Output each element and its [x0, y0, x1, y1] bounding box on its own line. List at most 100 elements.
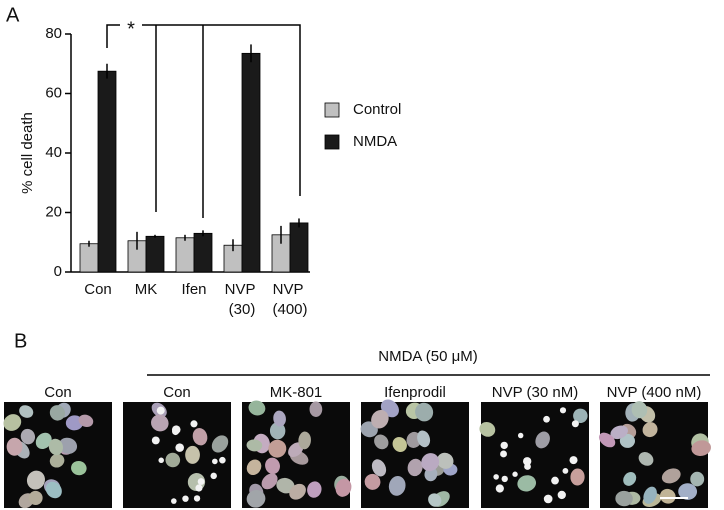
nucleus: [289, 483, 306, 500]
nucleus: [288, 442, 304, 457]
nucleus: [6, 437, 23, 456]
nucleus: [28, 490, 43, 505]
bracket-lines: [106, 24, 301, 218]
y-tick-label: 80: [45, 25, 62, 42]
panel-label: A: [6, 4, 20, 26]
nucleus: [371, 459, 387, 477]
nucleus: [642, 422, 658, 438]
nucleus: [623, 472, 637, 486]
micrograph: [598, 401, 711, 508]
nucleus: [517, 475, 537, 492]
y-tick-label: 40: [45, 144, 62, 161]
legend-swatch: [324, 102, 340, 118]
nucleus: [261, 473, 278, 490]
nucleus: [156, 406, 165, 415]
nucleus: [417, 430, 431, 448]
nucleus: [570, 468, 585, 486]
nucleus: [71, 460, 87, 476]
legend-label: Control: [353, 101, 401, 118]
nucleus: [543, 494, 553, 504]
nucleus: [165, 452, 181, 468]
nucleus: [407, 458, 423, 477]
nucleus: [151, 436, 160, 445]
nucleus: [309, 401, 323, 417]
nucleus: [182, 495, 189, 502]
nucleus: [421, 453, 440, 472]
image-background: [481, 402, 589, 508]
nucleus: [479, 421, 496, 437]
y-tick-label: 20: [45, 203, 62, 220]
nucleus: [192, 428, 208, 446]
treatment-header: NMDA (50 μM): [378, 348, 478, 365]
nucleus: [517, 432, 524, 439]
image-label: NVP (30 nM): [492, 384, 578, 401]
nucleus: [371, 409, 389, 429]
nucleus: [598, 432, 616, 448]
micrograph: [3, 402, 112, 509]
image-label: Con: [163, 384, 191, 401]
nucleus: [661, 468, 681, 484]
nucleus: [190, 420, 198, 428]
nucleus: [535, 431, 550, 449]
micrograph: [242, 400, 352, 508]
nucleus: [185, 445, 200, 464]
significance-star: *: [127, 18, 135, 40]
nucleus: [265, 457, 280, 475]
nucleus: [171, 425, 181, 434]
nucleus: [273, 410, 286, 427]
nucleus: [210, 472, 217, 480]
micrograph: [479, 402, 589, 508]
significance-bracket: [106, 24, 301, 218]
nucleus: [415, 402, 434, 422]
y-tick-label: 0: [54, 263, 62, 280]
nucleus: [557, 490, 566, 500]
image-label: Con: [44, 384, 72, 401]
nucleus: [35, 432, 52, 450]
nucleus: [610, 425, 628, 440]
y-axis-label: % cell death: [19, 112, 36, 194]
micrograph: [123, 402, 231, 508]
nucleus: [195, 484, 203, 492]
nucleus: [3, 414, 22, 431]
nucleus: [501, 475, 508, 483]
nucleus: [175, 443, 184, 452]
image-label: MK-801: [270, 384, 323, 401]
x-tick-label: NVP (30): [225, 281, 260, 318]
nucleus: [20, 428, 36, 445]
legend-label: NMDA: [353, 133, 397, 150]
micrograph: [360, 399, 469, 508]
nucleus: [571, 420, 579, 428]
nucleus: [197, 478, 205, 485]
nucleus: [268, 439, 287, 458]
nucleus: [573, 408, 588, 424]
nucleus: [374, 434, 389, 450]
nucleus: [638, 452, 654, 466]
nucleus: [436, 452, 454, 469]
nucleus: [512, 471, 518, 477]
nucleus: [631, 401, 648, 419]
nucleus: [388, 476, 406, 496]
x-tick-label: Ifen: [181, 281, 206, 298]
nucleus: [543, 415, 550, 423]
nucleus: [298, 431, 311, 450]
nucleus: [193, 495, 201, 502]
legend-swatch: [324, 134, 340, 150]
nucleus: [551, 476, 559, 485]
nucleus: [523, 457, 532, 466]
nucleus: [659, 488, 676, 504]
nucleus: [158, 457, 164, 464]
image-label: Ifenprodil: [384, 384, 446, 401]
nucleus: [49, 405, 66, 421]
nucleus: [678, 483, 698, 500]
nucleus: [246, 439, 263, 452]
nucleus: [615, 490, 633, 507]
nucleus: [500, 450, 507, 458]
bar: [241, 52, 261, 273]
nucleus: [524, 463, 531, 470]
nucleus: [219, 456, 226, 464]
nucleus: [428, 493, 442, 507]
nucleus: [500, 441, 508, 450]
nucleus: [562, 467, 569, 474]
bar: [289, 222, 309, 273]
nucleus: [335, 478, 352, 497]
